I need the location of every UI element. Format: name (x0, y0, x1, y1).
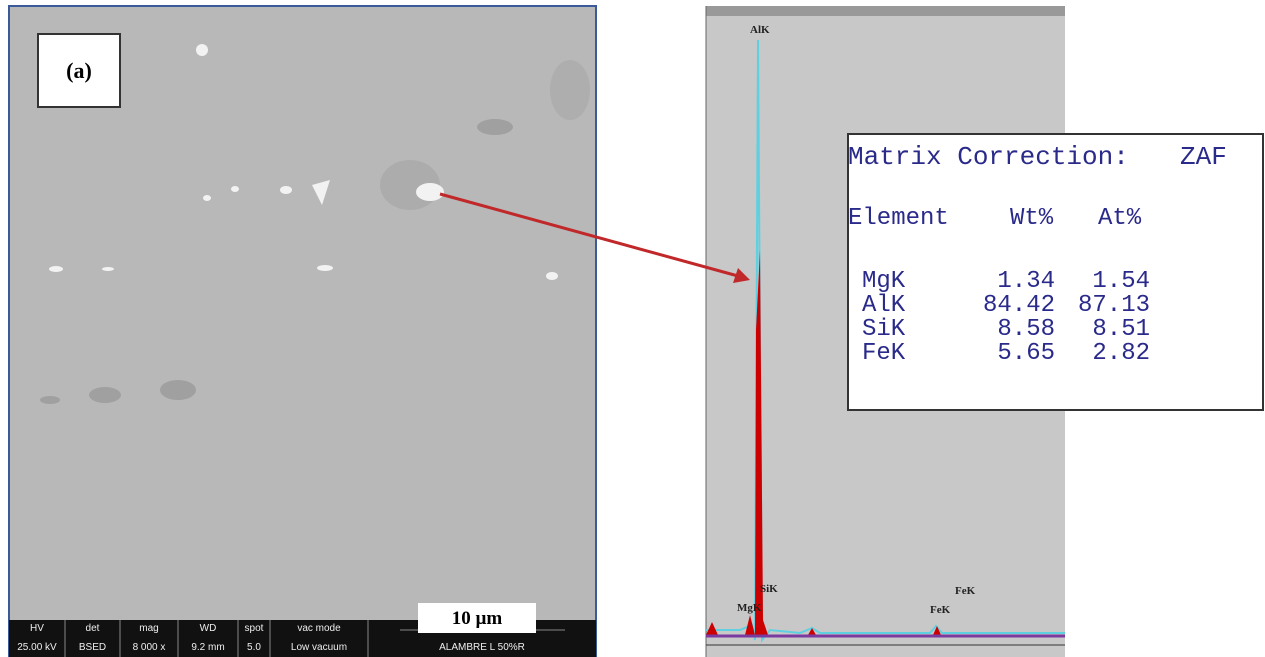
table-cell: AlK (862, 292, 905, 319)
table-header: At% (1098, 205, 1141, 232)
panel-label: (a) (38, 58, 120, 84)
table-cell: 8.58 (945, 316, 1055, 343)
peak-label: MgK (737, 602, 761, 614)
info-header: WD (178, 623, 238, 634)
table-cell: 1.54 (1040, 268, 1150, 295)
table-cell: SiK (862, 316, 905, 343)
spectrum-header (706, 6, 1065, 16)
peak-label: FeK (955, 585, 975, 597)
info-value: 9.2 mm (178, 642, 238, 653)
info-value: 8 000 x (120, 642, 178, 653)
info-value: 25.00 kV (9, 642, 65, 653)
info-sample: ALAMBRE L 50%R (368, 642, 596, 653)
table-cell: 87.13 (1040, 292, 1150, 319)
table-method: ZAF (1180, 142, 1227, 172)
info-header: vac mode (270, 623, 368, 634)
info-header: HV (9, 623, 65, 634)
table-cell: 84.42 (945, 292, 1055, 319)
figure: (a) 10 µm AlK SiK MgK FeK FeK Matrix Cor… (0, 0, 1265, 657)
peak-label: AlK (750, 24, 770, 36)
scale-bar-label: 10 µm (418, 608, 536, 630)
info-value: Low vacuum (270, 642, 368, 653)
table-cell: MgK (862, 268, 905, 295)
table-header: Wt% (1010, 205, 1053, 232)
table-cell: 8.51 (1040, 316, 1150, 343)
info-header: spot (238, 623, 270, 634)
table-cell: 2.82 (1040, 340, 1150, 367)
table-cell: 5.65 (945, 340, 1055, 367)
info-value: BSED (65, 642, 120, 653)
peak-label: FeK (930, 604, 950, 616)
table-title: Matrix Correction: (848, 142, 1129, 172)
info-header: mag (120, 623, 178, 634)
table-cell: FeK (862, 340, 905, 367)
peak-label: SiK (760, 583, 778, 595)
table-header: Element (848, 205, 949, 232)
info-value: 5.0 (238, 642, 270, 653)
info-header: det (65, 623, 120, 634)
table-cell: 1.34 (945, 268, 1055, 295)
